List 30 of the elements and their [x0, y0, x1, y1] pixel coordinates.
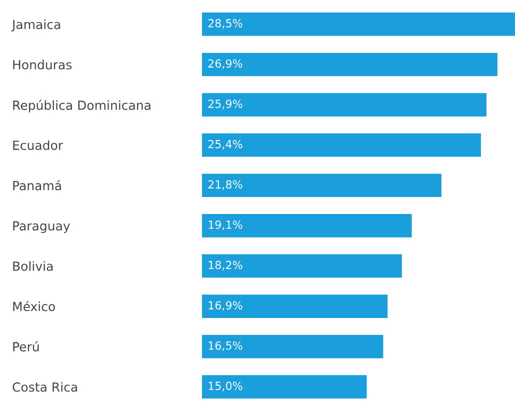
data-label: 21,8% [208, 180, 242, 190]
y-tick-label: República Dominicana [13, 100, 150, 112]
bar [202, 294, 388, 318]
bar [202, 93, 486, 116]
bar [202, 334, 384, 358]
data-label: 26,9% [208, 59, 242, 69]
bar [202, 52, 498, 76]
bar [202, 214, 412, 238]
data-label: 16,9% [208, 301, 242, 311]
bar [202, 133, 481, 157]
data-label: 19,1% [208, 220, 242, 230]
data-label: 16,5% [208, 341, 242, 351]
y-tick-label: Ecuador [13, 140, 64, 150]
y-tick-label: Costa Rica [12, 382, 77, 392]
y-tick-label: Perú [13, 341, 39, 352]
data-label: 18,2% [208, 260, 242, 270]
y-tick-label: Paraguay [13, 221, 70, 234]
bar [202, 254, 402, 278]
data-label: 25,9% [208, 100, 242, 110]
y-tick-label: Jamaica [11, 19, 60, 32]
data-label: 25,4% [208, 140, 242, 150]
bar [202, 375, 367, 399]
y-tick-label: Panamá [13, 180, 61, 190]
y-tick-label: Honduras [13, 60, 72, 70]
data-label: 28,5% [208, 19, 242, 29]
y-tick-label: México [13, 301, 55, 312]
bar [202, 174, 442, 198]
y-tick-label: Bolivia [13, 261, 53, 271]
bar [202, 12, 515, 36]
data-label: 15,0% [208, 382, 242, 392]
